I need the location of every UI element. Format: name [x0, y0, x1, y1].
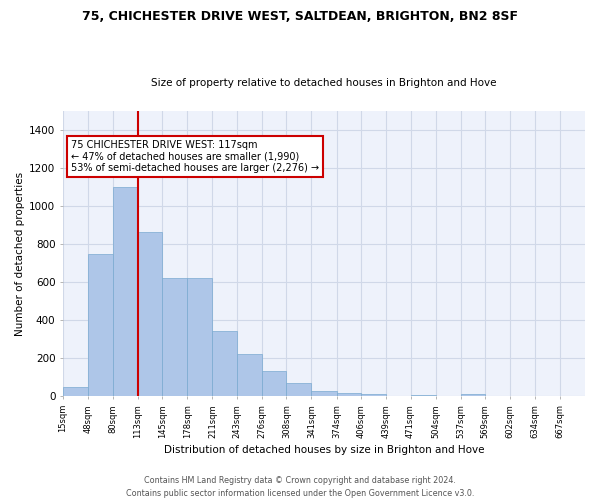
Title: Size of property relative to detached houses in Brighton and Hove: Size of property relative to detached ho…	[151, 78, 497, 88]
Bar	[461, 394, 485, 396]
Bar	[361, 394, 386, 396]
Bar	[187, 278, 212, 396]
Bar	[212, 331, 237, 396]
Y-axis label: Number of detached properties: Number of detached properties	[15, 172, 25, 336]
Text: 75, CHICHESTER DRIVE WEST, SALTDEAN, BRIGHTON, BN2 8SF: 75, CHICHESTER DRIVE WEST, SALTDEAN, BRI…	[82, 10, 518, 23]
Bar	[237, 354, 262, 397]
Bar	[262, 370, 286, 396]
Text: Contains HM Land Registry data © Crown copyright and database right 2024.
Contai: Contains HM Land Registry data © Crown c…	[126, 476, 474, 498]
Bar	[410, 394, 436, 396]
Bar	[138, 232, 162, 396]
X-axis label: Distribution of detached houses by size in Brighton and Hove: Distribution of detached houses by size …	[164, 445, 484, 455]
Bar	[88, 254, 113, 396]
Bar	[311, 390, 337, 396]
Bar	[63, 387, 88, 396]
Text: 75 CHICHESTER DRIVE WEST: 117sqm
← 47% of detached houses are smaller (1,990)
53: 75 CHICHESTER DRIVE WEST: 117sqm ← 47% o…	[71, 140, 319, 172]
Bar	[113, 187, 138, 396]
Bar	[337, 392, 361, 396]
Bar	[286, 384, 311, 396]
Bar	[162, 278, 187, 396]
